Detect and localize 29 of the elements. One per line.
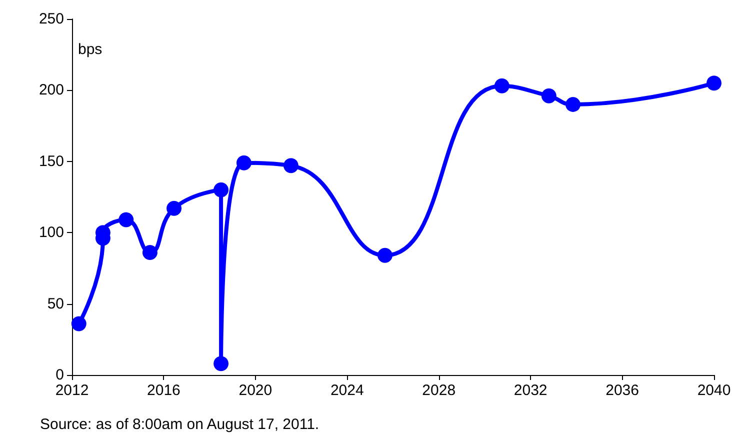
x-tick-label: 2012 <box>55 382 89 399</box>
y-tick-label: 0 <box>56 366 64 384</box>
point <box>71 316 86 332</box>
point <box>283 158 298 174</box>
point <box>706 76 722 91</box>
point <box>236 155 252 170</box>
point <box>166 200 182 216</box>
x-tick-label: 2016 <box>147 382 180 399</box>
x-tick-label: 2036 <box>606 382 639 399</box>
point <box>214 356 229 372</box>
x-tick-label: 2040 <box>697 382 731 399</box>
source-note: Source: as of 8:00am on August 17, 2011. <box>40 416 320 433</box>
point <box>118 212 134 228</box>
y-tick-label: 250 <box>38 10 64 28</box>
point <box>377 248 392 263</box>
point <box>541 88 556 104</box>
x-tick-label: 2024 <box>330 382 364 399</box>
x-tick-label: 2032 <box>514 382 548 399</box>
point <box>494 78 510 94</box>
point <box>214 182 229 198</box>
point <box>566 96 580 112</box>
y-tick-label: 200 <box>38 82 64 99</box>
y-tick-label: 100 <box>38 224 64 242</box>
x-tick-label: 2020 <box>238 382 272 399</box>
point <box>142 245 158 260</box>
x-tick-label: 2028 <box>422 382 456 399</box>
y-axis-title: bps <box>78 41 102 58</box>
y-tick-label: 50 <box>47 295 64 312</box>
y-tick-label: 150 <box>38 152 64 170</box>
